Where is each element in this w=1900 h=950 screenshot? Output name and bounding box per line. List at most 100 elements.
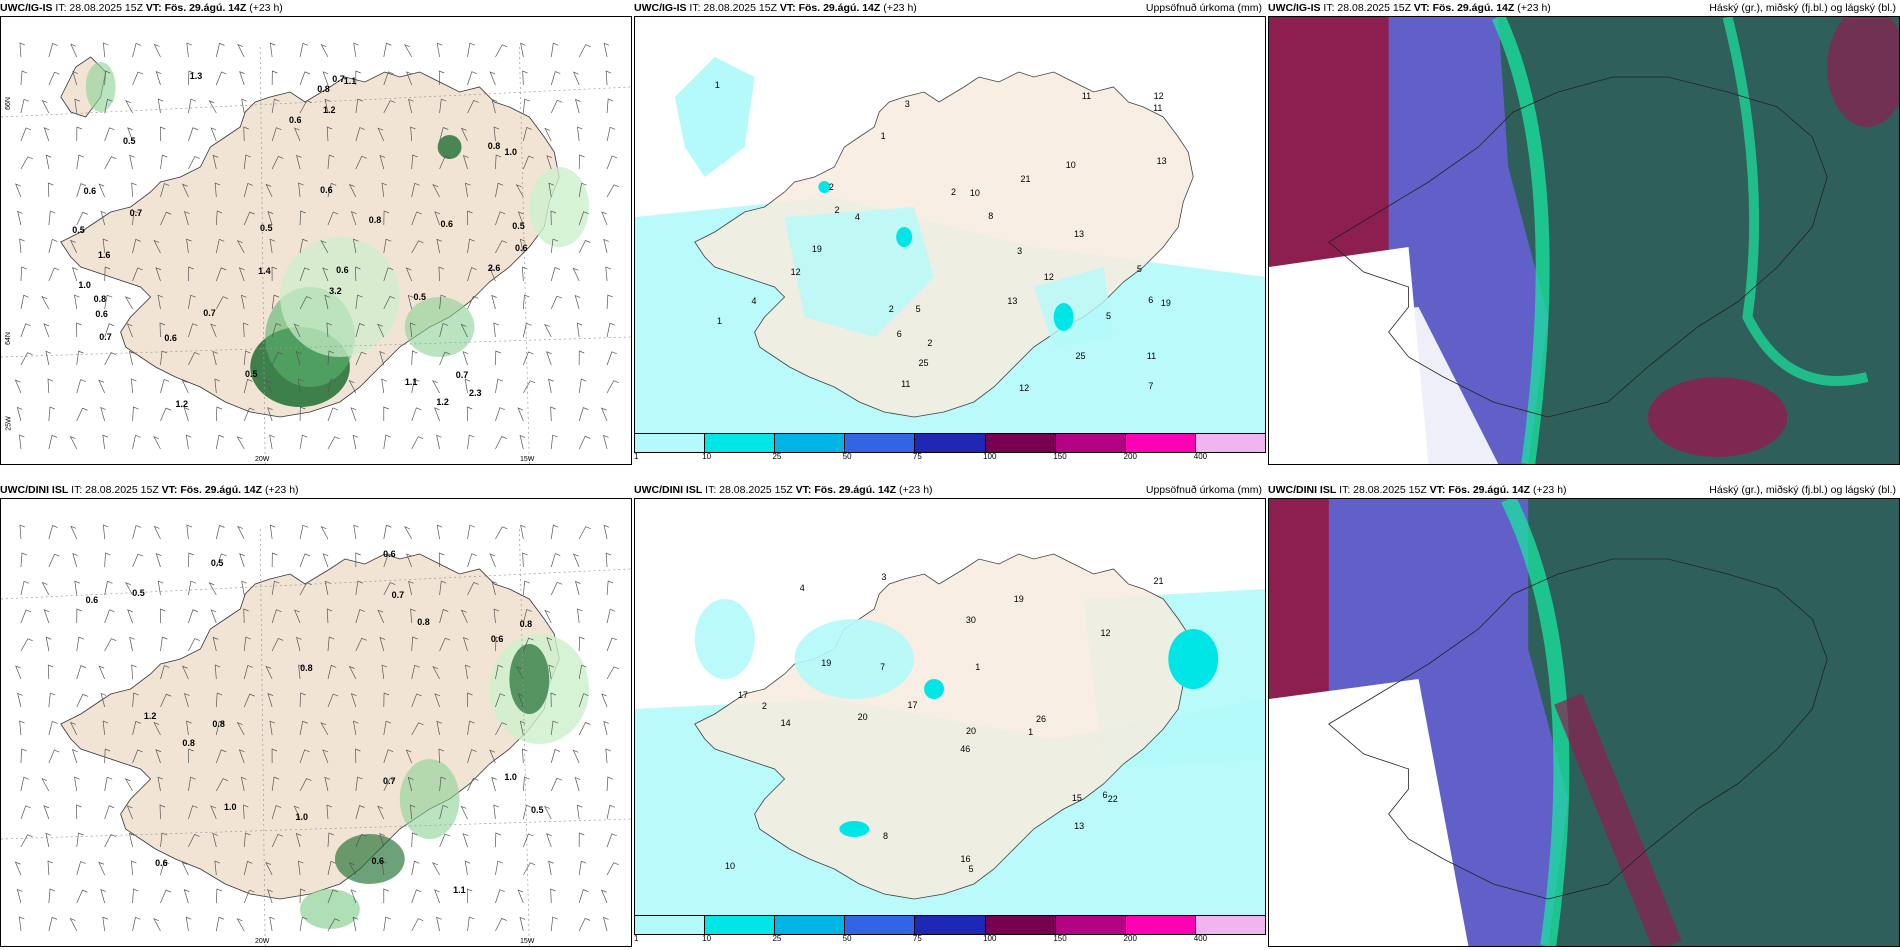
wind-barb [240,294,247,310]
wind-barb [131,860,137,876]
cloud-cover-map[interactable] [1268,498,1900,947]
colorbar-tick-label: 200 [1123,452,1137,461]
wind-barb [601,211,608,226]
wind-barb [243,211,255,226]
value-label: 12 [1019,382,1030,393]
wind-barb [495,526,508,540]
wind-barb [355,266,361,282]
colorbar-segment [985,916,1056,934]
value-label: 1.0 [224,801,237,812]
wind-barb [439,155,451,170]
wind-barb [578,435,591,450]
wind-barb [383,42,392,58]
wind-barb [183,407,190,422]
wind-barb [153,239,161,254]
value-label: 0.5 [259,223,273,234]
wind-barb [160,350,168,366]
value-label: 0.8 [519,619,533,630]
wind-barb [495,636,502,652]
value-label: 1.2 [436,397,449,408]
wind-barb [578,211,589,226]
wind-barb [241,580,247,596]
accum-precip-map[interactable]: 1 26 22 19 30 14 15 17 46 16 20 7 12 8 21 10 6 19 17 20 13 3 2… [634,498,1266,917]
wind-barb [548,664,555,680]
wind-barb [160,407,172,422]
wind-barb [19,42,26,58]
wind-barb [377,323,385,338]
wind-barb [71,267,78,282]
value-label: 0.5 [413,291,427,302]
value-label: 19 [821,657,832,668]
wind-barb [215,406,223,422]
value-label: 22 [1107,794,1118,805]
wind-barb [243,832,251,848]
accum-precip-map[interactable]: 13 12 12 19 6 4 13 11 3 6 5 13 2 21 25 19 2 1 12 11 10 25 5 11 2… [634,16,1266,435]
wind-barb [160,211,172,226]
wind-barb [76,861,86,876]
value-label: 2 [888,304,894,315]
lead-time: (+23 h) [264,484,299,496]
wind-barb [299,778,312,792]
field-title: Háský (gr.), miðský (fj.bl.) og lágský (… [1709,484,1896,496]
wind-barb [462,351,469,366]
wind-barb [355,609,365,624]
wind-barb [550,406,556,422]
wind-barb [271,351,284,366]
wind-barb [327,378,337,394]
wind-barb [267,407,273,422]
wind-barb [216,296,229,310]
wind-barb [411,378,420,394]
colorbar-tick-label: 100 [983,934,997,943]
value-label: 30 [965,614,976,625]
wind-precip-map[interactable]: 0.6 0.8 0.5 0.6 1.1 0.6 0.7 0.7 1.0 0.8 0.6 1.0 0.5 0… [0,498,632,947]
wind-barb [43,609,50,624]
wind-barb [269,916,275,932]
wind-barb [439,351,451,366]
wind-barb [98,665,105,680]
wind-barb [436,524,443,540]
wind-barb [436,720,443,736]
wind-barb [104,156,117,170]
wind-barb [271,805,282,820]
wind-barb [606,580,614,596]
wind-precip-map[interactable]: 0.5 1.4 0.5 0.7 1.2 1.0 0.6 0.7 0.6 0.5 0.6 0.7 0.5 0… [0,16,632,465]
value-label: 1.2 [175,399,188,409]
wind-barb [407,776,414,792]
wind-barb [324,294,330,310]
lat-label-64n: 64N [4,332,12,345]
value-label: 11 [1153,103,1163,114]
wind-barb [131,182,137,198]
wind-barb [243,182,253,198]
wind-barb [606,126,616,142]
wind-barb [352,720,359,736]
wind-barb [296,154,302,170]
lead-time: (+23 h) [883,2,917,14]
wind-barb [377,805,385,820]
field-title: Uppsöfnuð úrkoma (mm) [1145,484,1262,496]
wind-barb [439,776,447,792]
wind-barb [293,609,301,624]
wind-barb [71,749,78,764]
value-label: 3.2 [329,285,342,296]
value-label: 26 [1036,714,1047,725]
wind-barb [132,553,144,568]
wind-barb [411,860,420,876]
wind-barb [48,406,56,422]
value-label: 1 [1028,726,1034,737]
wind-barb [515,184,524,198]
wind-barb [132,210,139,226]
wind-barb [467,777,479,792]
wind-barb [438,552,445,568]
wind-barb [462,637,469,652]
wind-barb [215,524,225,540]
value-label: 6 [896,328,902,339]
wind-barb [240,776,247,792]
wind-barb [181,665,189,680]
wind-barb [271,833,284,848]
wind-barb [523,833,534,848]
wind-barb [548,860,554,876]
value-label: 46 [960,744,971,755]
wind-barb [186,524,192,540]
wind-barb [70,43,78,58]
cloud-cover-map[interactable] [1268,16,1900,465]
